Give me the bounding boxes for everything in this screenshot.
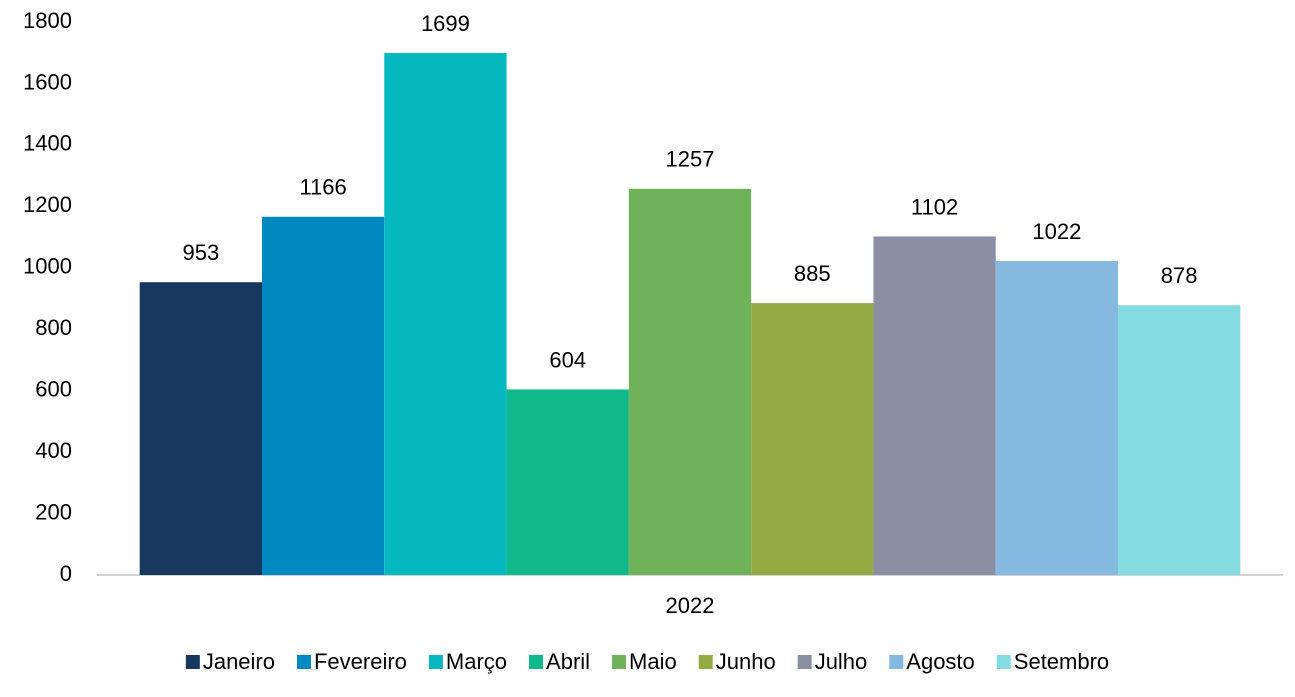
legend-swatch	[529, 655, 544, 669]
y-tick-label: 800	[35, 315, 72, 340]
data-label: 1257	[666, 147, 715, 172]
bar	[873, 236, 996, 576]
legend-swatch	[428, 655, 443, 669]
x-tick-label: 2022	[666, 593, 715, 618]
y-tick-label: 400	[35, 438, 72, 463]
legend-label: Agosto	[906, 649, 975, 674]
legend-swatch	[996, 655, 1011, 669]
legend-swatch	[185, 655, 200, 669]
bar	[628, 188, 752, 576]
data-label: 878	[1161, 263, 1198, 288]
y-tick-label: 1000	[23, 254, 72, 279]
legend-swatch	[698, 655, 713, 669]
legend-label: Abril	[546, 649, 590, 674]
legend-label: Março	[446, 649, 507, 674]
bar	[751, 303, 874, 575]
legend-label: Maio	[629, 649, 677, 674]
legend-label: Setembro	[1014, 649, 1109, 674]
y-tick-label: 1200	[23, 192, 72, 217]
legend-label: Julho	[815, 649, 868, 674]
legend-label: Janeiro	[203, 649, 275, 674]
data-label: 1022	[1032, 219, 1081, 244]
y-tick-label: 0	[60, 561, 72, 586]
y-tick-label: 200	[35, 499, 72, 524]
bar	[995, 261, 1119, 575]
data-label: 885	[794, 261, 831, 286]
legend-swatch	[296, 655, 311, 669]
bar	[506, 389, 629, 575]
y-tick-label: 1400	[23, 131, 72, 156]
legend-label: Fevereiro	[314, 649, 407, 674]
y-tick-label: 600	[35, 376, 72, 401]
legend-swatch	[889, 655, 904, 669]
bar	[1118, 305, 1241, 575]
data-label: 604	[549, 347, 586, 372]
legend: Janeiro Fevereiro Março Abril Maio Junho Julho…	[185, 649, 1109, 674]
data-label: 1102	[911, 194, 958, 219]
y-tick-label: 1800	[23, 8, 72, 33]
legend-label: Junho	[716, 649, 776, 674]
data-label: 953	[182, 240, 219, 265]
bar	[384, 53, 507, 576]
bar	[139, 282, 262, 575]
bar	[261, 216, 385, 576]
legend-swatch	[797, 655, 812, 669]
legend-swatch	[612, 655, 627, 669]
y-tick-label: 1600	[23, 69, 72, 94]
data-label: 1699	[421, 11, 470, 36]
data-label: 1166	[299, 175, 346, 200]
